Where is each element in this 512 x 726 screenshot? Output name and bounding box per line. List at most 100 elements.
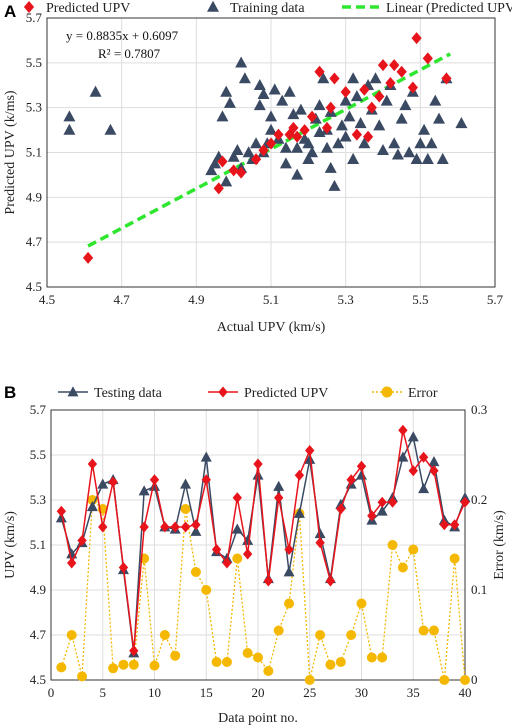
legend-swatch xyxy=(23,1,35,13)
legend-label: Linear (Predicted UPV) xyxy=(386,1,512,16)
x-tick-label: 20 xyxy=(252,685,265,700)
error-point xyxy=(242,648,253,658)
training-data-point xyxy=(287,108,300,120)
predicted-upv-point xyxy=(108,476,118,488)
training-data-point xyxy=(425,137,438,149)
error-point xyxy=(149,660,160,671)
testing-data-point xyxy=(252,469,264,480)
predicted-upv-line xyxy=(60,430,466,651)
y-right-tick-label: 0.1 xyxy=(471,582,487,597)
predicted-upv-point xyxy=(449,519,460,531)
predicted-upv-point xyxy=(77,535,87,546)
predicted-upv-point xyxy=(258,144,269,157)
training-data-point xyxy=(216,110,229,122)
y-tick-label: 5.1 xyxy=(30,537,46,552)
panel-b-label: B xyxy=(4,383,16,402)
predicted-upv-point xyxy=(228,164,239,177)
x-tick-label: 0 xyxy=(48,685,55,700)
testing-data-point xyxy=(314,527,326,539)
training-data-point xyxy=(388,137,401,149)
training-data-point xyxy=(231,143,244,155)
training-data-point xyxy=(354,117,367,129)
x-tick-label: 30 xyxy=(355,685,368,700)
legend-label: Predicted UPV xyxy=(244,386,328,401)
testing-data-point xyxy=(428,455,440,467)
error-point xyxy=(346,630,357,640)
predicted-upv-point xyxy=(222,557,232,569)
predicted-upv-point xyxy=(67,557,77,569)
error-point xyxy=(460,675,470,685)
predicted-upv-point xyxy=(139,521,149,533)
error-point xyxy=(170,650,181,661)
predicted-upv-point xyxy=(284,128,295,141)
error-point xyxy=(221,657,232,667)
testing-data-point xyxy=(149,480,160,491)
training-data-point xyxy=(418,123,431,135)
x-tick-label: 40 xyxy=(459,685,472,700)
plot-frame xyxy=(50,409,466,681)
predicted-upv-point xyxy=(321,121,333,134)
testing-data-point xyxy=(231,523,243,534)
error-point xyxy=(387,540,398,550)
testing-data-point xyxy=(397,451,409,462)
predicted-upv-point xyxy=(129,645,139,657)
y-axis-title: UPV (km/s) xyxy=(3,511,18,579)
training-data-point xyxy=(220,85,233,97)
y-tick-label: 4.5 xyxy=(30,672,46,687)
legend-swatch xyxy=(218,386,228,398)
x-axis-title: Data point no. xyxy=(218,711,298,726)
predicted-upv-point xyxy=(389,59,400,72)
training-data-point xyxy=(369,72,382,84)
error-point xyxy=(284,598,295,609)
training-data-point xyxy=(335,119,348,131)
predicted-upv-point xyxy=(359,83,370,96)
error-point xyxy=(408,544,419,555)
predicted-upv-point xyxy=(396,65,407,78)
panel-a-chart: 4.5 4.7 4.9 5.1 5.3 5.5 5.7 4.5 4.7 4.9 5.1 5.3 5.5 5… xyxy=(3,0,512,335)
training-data-point xyxy=(321,141,333,153)
error-point xyxy=(190,567,201,577)
training-data-point xyxy=(104,123,117,135)
error-point xyxy=(159,630,170,640)
predicted-upv-point xyxy=(306,110,318,123)
training-data-point xyxy=(317,72,330,84)
testing-data-point xyxy=(55,512,67,523)
predicted-upv-point xyxy=(362,130,374,143)
x-tick-label: 15 xyxy=(200,685,213,700)
predicted-upv-point xyxy=(315,537,325,549)
training-data-point xyxy=(306,146,319,158)
testing-data-point xyxy=(418,482,430,494)
predicted-upv-point xyxy=(263,575,274,587)
training-data-point xyxy=(380,94,393,106)
predicted-upv-point xyxy=(366,101,377,114)
legend-swatch xyxy=(207,0,219,12)
predicted-upv-point xyxy=(87,458,98,470)
predicted-upv-point xyxy=(367,510,377,522)
y-tick-label: 4.5 xyxy=(26,279,42,294)
legend-swatch xyxy=(381,386,393,398)
y-tick-label: 4.7 xyxy=(30,627,47,642)
training-data-point xyxy=(283,85,296,97)
predicted-upv-point xyxy=(118,562,129,573)
predicted-upv-point xyxy=(377,496,387,508)
training-data-point xyxy=(227,150,240,162)
predicted-upv-point xyxy=(284,544,294,555)
predicted-upv-point xyxy=(314,65,325,78)
training-data-point xyxy=(350,90,363,102)
predicted-upv-point xyxy=(160,521,170,533)
predicted-upv-point xyxy=(56,505,67,517)
predicted-upv-point xyxy=(374,90,385,103)
x-tick-label: 5.7 xyxy=(487,292,504,307)
training-data-point xyxy=(63,110,76,122)
training-data-point xyxy=(395,112,408,124)
legend-label: Error xyxy=(408,386,438,401)
error-point xyxy=(108,663,119,674)
predicted-upv-point xyxy=(170,521,180,533)
y-tick-label: 4.9 xyxy=(26,189,42,204)
training-data-point xyxy=(377,143,389,155)
predicted-upv-point xyxy=(351,128,362,141)
error-point xyxy=(418,625,429,636)
y-tick-label: 5.1 xyxy=(26,145,42,160)
predicted-upv-point xyxy=(407,81,418,94)
